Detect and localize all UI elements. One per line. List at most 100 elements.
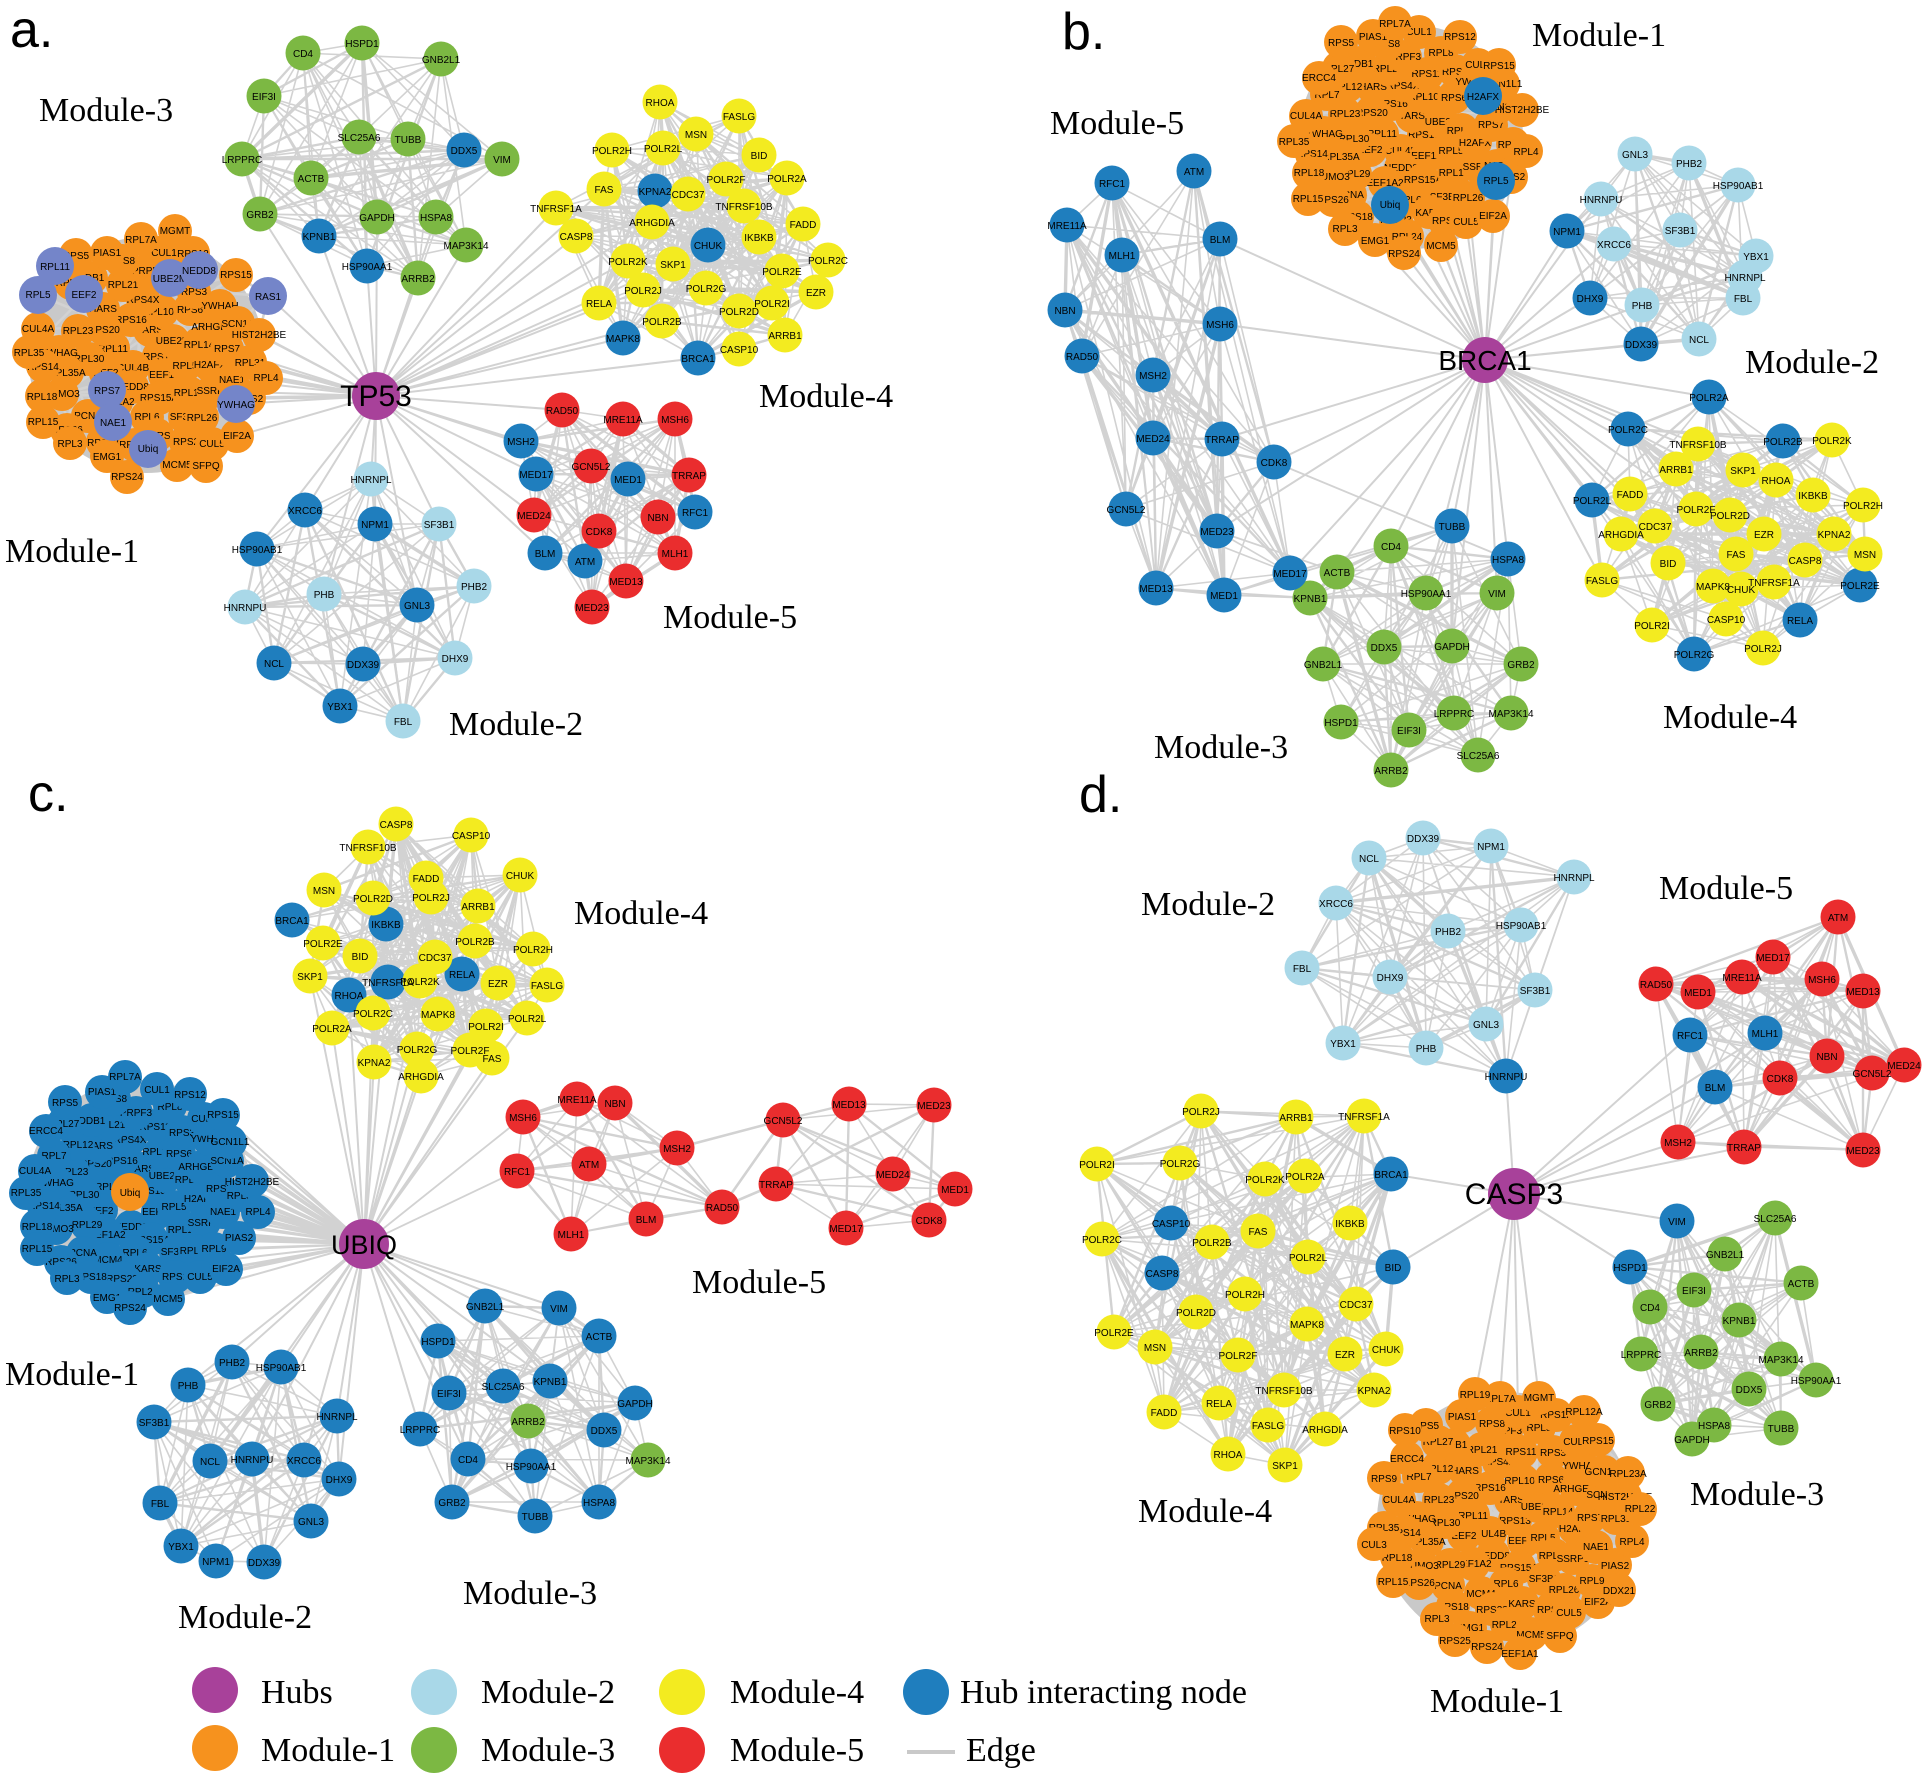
svg-text:RPL23: RPL23: [1424, 1495, 1455, 1506]
svg-text:Module-4: Module-4: [574, 895, 708, 932]
svg-text:CUL4A: CUL4A: [22, 324, 55, 335]
svg-text:TNFRSF1A: TNFRSF1A: [530, 204, 582, 215]
svg-text:BID: BID: [751, 151, 768, 162]
svg-text:RPL3: RPL3: [1332, 224, 1357, 235]
svg-text:XRCC6: XRCC6: [1597, 240, 1631, 251]
svg-text:RPL9: RPL9: [1579, 1576, 1604, 1587]
svg-text:GCN5L2: GCN5L2: [764, 1116, 803, 1127]
svg-text:RPL18: RPL18: [22, 1222, 53, 1233]
svg-text:RPL21: RPL21: [1467, 1445, 1498, 1456]
svg-text:RPL10A: RPL10A: [1408, 92, 1446, 103]
svg-text:DHX9: DHX9: [1377, 973, 1404, 984]
svg-text:MAPK8: MAPK8: [1696, 582, 1730, 593]
svg-text:MLH1: MLH1: [662, 549, 689, 560]
svg-text:SSRP1: SSRP1: [188, 1218, 221, 1229]
svg-text:RPL26: RPL26: [1453, 193, 1484, 204]
svg-text:CUL5: CUL5: [1556, 1608, 1582, 1619]
svg-text:RPL35A: RPL35A: [1322, 152, 1360, 163]
svg-text:POLR2E: POLR2E: [303, 939, 343, 950]
svg-text:NBN: NBN: [647, 513, 668, 524]
svg-text:RPS8: RPS8: [109, 256, 136, 267]
svg-text:GAPDH: GAPDH: [1674, 1435, 1710, 1446]
svg-text:RPS2: RPS2: [173, 437, 200, 448]
svg-text:POLR2A: POLR2A: [1285, 1172, 1325, 1183]
svg-text:POLR2I: POLR2I: [1079, 1160, 1115, 1171]
svg-text:POLR2E: POLR2E: [762, 267, 802, 278]
svg-text:HNRNPL: HNRNPL: [316, 1412, 358, 1423]
svg-text:YBX1: YBX1: [327, 702, 353, 713]
svg-text:RPL35: RPL35: [14, 348, 45, 359]
svg-text:CUL1: CUL1: [1406, 27, 1432, 38]
svg-text:NEDD8: NEDD8: [1384, 163, 1418, 174]
svg-text:FADD: FADD: [1617, 490, 1644, 501]
svg-text:NAE1: NAE1: [210, 1207, 237, 1218]
svg-text:NEDD8: NEDD8: [182, 266, 216, 277]
svg-text:Module-1: Module-1: [1532, 17, 1666, 54]
svg-text:GNB2L1: GNB2L1: [1706, 1250, 1745, 1261]
svg-text:EEF1A1: EEF1A1: [1501, 1649, 1539, 1660]
svg-text:PHB: PHB: [178, 1381, 199, 1392]
svg-text:CUL5: CUL5: [199, 439, 225, 450]
svg-text:ERCC4: ERCC4: [1302, 73, 1336, 84]
svg-text:ARRB2: ARRB2: [511, 1417, 545, 1428]
svg-text:YWHAH: YWHAH: [1562, 1461, 1599, 1472]
svg-text:ARHGDIA: ARHGDIA: [629, 218, 675, 229]
svg-text:SF3B1: SF3B1: [1520, 986, 1551, 997]
svg-text:MED1: MED1: [1210, 591, 1238, 602]
svg-text:RPS6: RPS6: [1538, 1475, 1565, 1486]
svg-text:HNRNPL: HNRNPL: [1553, 873, 1595, 884]
svg-text:CASP10: CASP10: [1152, 1219, 1191, 1230]
svg-text:H2AFX: H2AFX: [1459, 138, 1492, 149]
svg-text:CUL4A: CUL4A: [1290, 111, 1323, 122]
svg-text:MSN: MSN: [685, 130, 707, 141]
svg-text:SFPQ: SFPQ: [192, 461, 219, 472]
svg-text:POLR2L: POLR2L: [644, 144, 683, 155]
svg-text:HARS: HARS: [89, 304, 117, 315]
svg-text:RPL30: RPL30: [1339, 134, 1370, 145]
svg-text:Ubiq: Ubiq: [1380, 200, 1401, 211]
svg-text:PHB2: PHB2: [219, 1358, 246, 1369]
svg-text:HIST2H2BE: HIST2H2BE: [232, 330, 287, 341]
svg-text:KARS: KARS: [1508, 1599, 1536, 1610]
svg-text:CUL5: CUL5: [1453, 217, 1479, 228]
svg-text:BRCA1: BRCA1: [1374, 1170, 1408, 1181]
svg-text:RPL35: RPL35: [11, 1188, 42, 1199]
svg-text:Module-3: Module-3: [463, 1575, 597, 1612]
svg-text:PIAS1: PIAS1: [1359, 32, 1388, 43]
svg-text:RPS16: RPS16: [115, 315, 147, 326]
svg-text:RPS15A: RPS15A: [132, 1235, 171, 1246]
svg-text:ARHGDIA: ARHGDIA: [398, 1072, 444, 1083]
svg-text:RPL35A: RPL35A: [45, 1203, 83, 1214]
svg-text:SSRP1: SSRP1: [197, 386, 230, 397]
svg-text:RPL6: RPL6: [134, 412, 159, 423]
svg-text:POLR2E: POLR2E: [1840, 581, 1880, 592]
svg-text:TUBB: TUBB: [522, 1512, 549, 1523]
svg-text:RPL10A: RPL10A: [142, 1147, 180, 1158]
svg-text:EIF3I: EIF3I: [1682, 1286, 1706, 1297]
svg-text:RFC1: RFC1: [682, 508, 709, 519]
svg-text:PCNA: PCNA: [1434, 1581, 1462, 1592]
svg-text:RPL3: RPL3: [54, 1274, 79, 1285]
svg-text:NCL: NCL: [1689, 335, 1709, 346]
svg-text:ARRB1: ARRB1: [1659, 465, 1693, 476]
svg-text:MCM5: MCM5: [153, 1294, 183, 1305]
svg-text:Module-2: Module-2: [1141, 886, 1275, 923]
svg-text:MSH2: MSH2: [663, 1144, 691, 1155]
svg-text:RPL12: RPL12: [1423, 1464, 1454, 1475]
svg-text:RPL15: RPL15: [28, 417, 59, 428]
svg-text:RELA: RELA: [449, 970, 475, 981]
svg-text:MRE11A: MRE11A: [1722, 973, 1762, 984]
svg-text:BID: BID: [1660, 559, 1677, 570]
svg-text:RPL14: RPL14: [184, 340, 215, 351]
svg-text:Ubiq: Ubiq: [138, 444, 159, 455]
svg-text:HSPD1: HSPD1: [421, 1337, 455, 1348]
svg-text:RPL35A: RPL35A: [48, 368, 86, 379]
svg-text:RPL27: RPL27: [49, 1119, 80, 1130]
svg-text:RPL4: RPL4: [1513, 147, 1538, 158]
svg-text:SKP1: SKP1: [660, 260, 686, 271]
svg-text:RPL3: RPL3: [57, 439, 82, 450]
svg-text:FADD: FADD: [790, 220, 817, 231]
svg-text:RPS24: RPS24: [1388, 249, 1420, 260]
svg-text:KPNA2: KPNA2: [1818, 530, 1851, 541]
svg-text:SCN1A: SCN1A: [210, 1156, 244, 1167]
